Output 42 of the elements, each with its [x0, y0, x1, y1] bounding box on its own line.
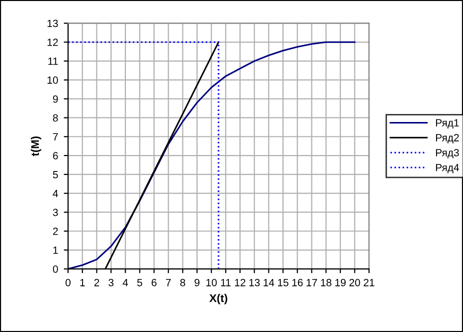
x-tick-label: 16 [292, 278, 303, 286]
legend-label: Ряд4 [436, 164, 460, 174]
x-tick-label: 19 [335, 278, 346, 286]
y-tick-label: 10 [48, 76, 58, 84]
y-tick-label: 12 [48, 38, 58, 46]
x-tick-label: 9 [194, 278, 200, 286]
x-tick-label: 7 [166, 279, 171, 286]
x-tick-label: 0 [66, 278, 71, 286]
x-tick-label: 2 [94, 278, 100, 286]
y-tick-label: 13 [48, 20, 58, 28]
x-tick-label: 3 [108, 278, 114, 286]
y-tick-label: 1 [53, 246, 58, 254]
x-tick-label: 21 [364, 278, 374, 286]
x-tick-label: 14 [264, 279, 274, 286]
x-axis-title: X(t) [209, 294, 228, 304]
y-tick-label: 5 [52, 171, 58, 178]
x-tick-label: 4 [122, 279, 128, 286]
y-tick-label: 6 [53, 152, 58, 160]
y-tick-label: 0 [52, 265, 58, 273]
y-tick-label: 7 [53, 133, 58, 140]
x-tick-label: 6 [152, 278, 156, 286]
y-tick-label: 11 [48, 58, 58, 65]
x-tick-label: 10 [206, 278, 217, 286]
y-tick-label: 2 [53, 228, 58, 235]
legend-label: Ряд1 [436, 119, 459, 128]
legend-label: Ряд2 [436, 134, 459, 144]
x-tick-label: 17 [306, 279, 317, 286]
y-tick-label: 4 [52, 190, 58, 198]
x-tick-label: 5 [137, 279, 142, 286]
legend-label: Ряд3 [436, 148, 459, 158]
y-tick-label: 8 [53, 114, 58, 122]
x-tick-label: 1 [80, 279, 85, 286]
y-tick-label: 9 [53, 95, 58, 103]
x-tick-label: 8 [180, 278, 186, 286]
y-axis-title: t(M) [30, 136, 42, 156]
x-tick-label: 11 [221, 279, 231, 286]
y-tick-label: 3 [52, 208, 58, 216]
x-tick-label: 12 [235, 278, 246, 286]
x-tick-label: 13 [249, 278, 260, 286]
x-tick-label: 15 [278, 279, 288, 286]
x-tick-label: 18 [321, 278, 332, 286]
x-tick-label: 20 [349, 278, 360, 286]
